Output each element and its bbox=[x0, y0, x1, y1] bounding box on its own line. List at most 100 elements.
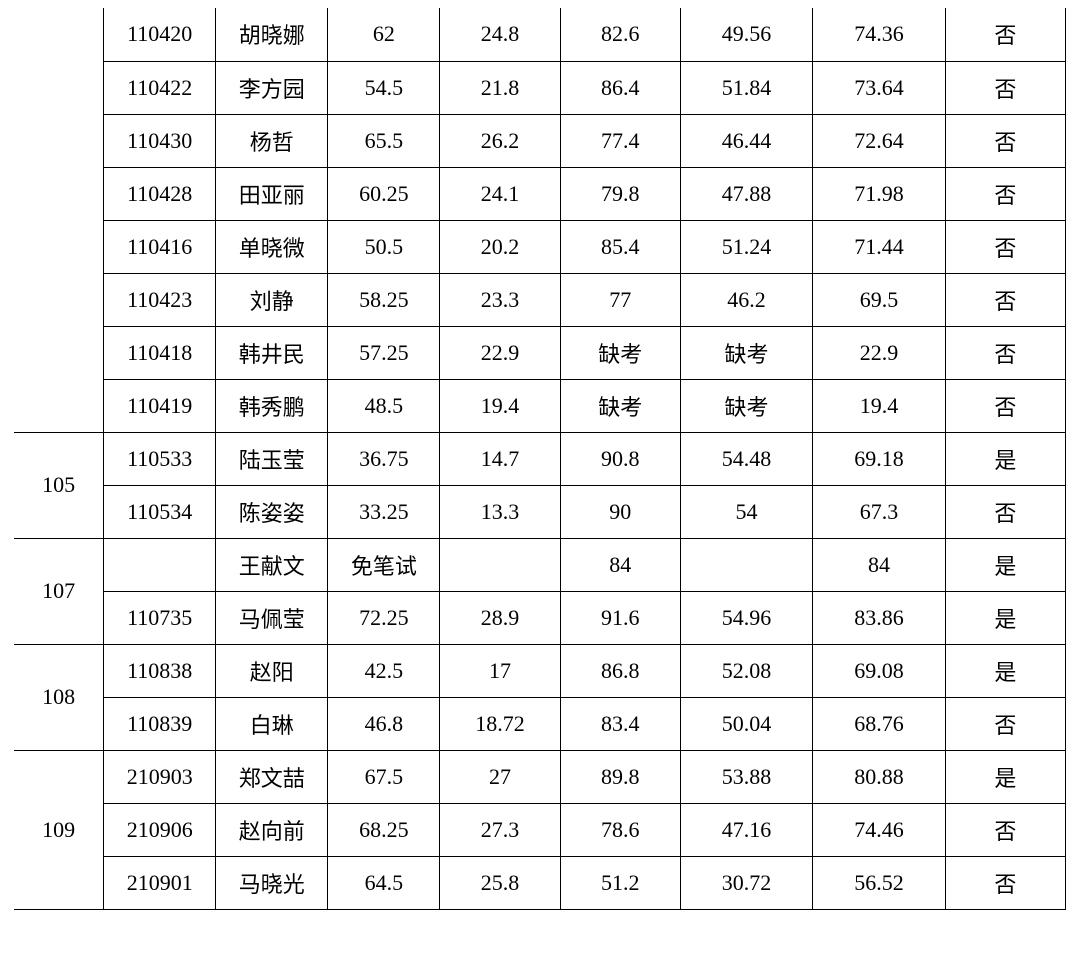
name-cell: 王献文 bbox=[216, 538, 328, 591]
col6-cell: 82.6 bbox=[560, 8, 680, 61]
col9-cell: 是 bbox=[945, 538, 1065, 591]
col4-cell: 68.25 bbox=[328, 803, 440, 856]
name-cell: 杨哲 bbox=[216, 114, 328, 167]
col6-cell: 86.4 bbox=[560, 61, 680, 114]
col9-cell: 是 bbox=[945, 591, 1065, 644]
name-cell: 马佩莹 bbox=[216, 591, 328, 644]
table-row: 109210903郑文喆67.52789.853.8880.88是 bbox=[14, 750, 1066, 803]
id-cell bbox=[104, 538, 216, 591]
table-row: 110418韩井民57.2522.9缺考缺考22.9否 bbox=[14, 326, 1066, 379]
col8-cell: 71.98 bbox=[813, 167, 945, 220]
col6-cell: 77.4 bbox=[560, 114, 680, 167]
col5-cell bbox=[440, 538, 560, 591]
name-cell: 单晓微 bbox=[216, 220, 328, 273]
col9-cell: 否 bbox=[945, 220, 1065, 273]
table-row: 210901马晓光64.525.851.230.7256.52否 bbox=[14, 856, 1066, 909]
col9-cell: 否 bbox=[945, 803, 1065, 856]
id-cell: 110419 bbox=[104, 379, 216, 432]
name-cell: 李方园 bbox=[216, 61, 328, 114]
col5-cell: 25.8 bbox=[440, 856, 560, 909]
col9-cell: 否 bbox=[945, 856, 1065, 909]
col4-cell: 48.5 bbox=[328, 379, 440, 432]
col7-cell: 53.88 bbox=[680, 750, 812, 803]
col6-cell: 79.8 bbox=[560, 167, 680, 220]
id-cell: 110422 bbox=[104, 61, 216, 114]
col6-cell: 86.8 bbox=[560, 644, 680, 697]
name-cell: 陈姿姿 bbox=[216, 485, 328, 538]
group-code-cell bbox=[14, 8, 104, 432]
col6-cell: 缺考 bbox=[560, 379, 680, 432]
id-cell: 110735 bbox=[104, 591, 216, 644]
id-cell: 210901 bbox=[104, 856, 216, 909]
col4-cell: 50.5 bbox=[328, 220, 440, 273]
id-cell: 110534 bbox=[104, 485, 216, 538]
col5-cell: 23.3 bbox=[440, 273, 560, 326]
col8-cell: 67.3 bbox=[813, 485, 945, 538]
col9-cell: 否 bbox=[945, 114, 1065, 167]
col7-cell: 49.56 bbox=[680, 8, 812, 61]
col6-cell: 89.8 bbox=[560, 750, 680, 803]
table-row: 210906赵向前68.2527.378.647.1674.46否 bbox=[14, 803, 1066, 856]
id-cell: 210903 bbox=[104, 750, 216, 803]
col4-cell: 67.5 bbox=[328, 750, 440, 803]
col5-cell: 26.2 bbox=[440, 114, 560, 167]
id-cell: 110416 bbox=[104, 220, 216, 273]
col8-cell: 71.44 bbox=[813, 220, 945, 273]
col9-cell: 否 bbox=[945, 61, 1065, 114]
col9-cell: 否 bbox=[945, 485, 1065, 538]
col8-cell: 73.64 bbox=[813, 61, 945, 114]
col4-cell: 62 bbox=[328, 8, 440, 61]
col5-cell: 13.3 bbox=[440, 485, 560, 538]
col6-cell: 91.6 bbox=[560, 591, 680, 644]
col4-cell: 46.8 bbox=[328, 697, 440, 750]
col7-cell: 54 bbox=[680, 485, 812, 538]
table-row: 110419韩秀鹏48.519.4缺考缺考19.4否 bbox=[14, 379, 1066, 432]
col5-cell: 14.7 bbox=[440, 432, 560, 485]
id-cell: 210906 bbox=[104, 803, 216, 856]
name-cell: 白琳 bbox=[216, 697, 328, 750]
table-row: 105110533陆玉莹36.7514.790.854.4869.18是 bbox=[14, 432, 1066, 485]
name-cell: 陆玉莹 bbox=[216, 432, 328, 485]
name-cell: 郑文喆 bbox=[216, 750, 328, 803]
col9-cell: 否 bbox=[945, 697, 1065, 750]
col8-cell: 69.5 bbox=[813, 273, 945, 326]
table-row: 110423刘静58.2523.37746.269.5否 bbox=[14, 273, 1066, 326]
col7-cell: 30.72 bbox=[680, 856, 812, 909]
results-table: 110420胡晓娜6224.882.649.5674.36否110422李方园 5… bbox=[14, 8, 1066, 910]
col7-cell: 46.44 bbox=[680, 114, 812, 167]
col6-cell: 缺考 bbox=[560, 326, 680, 379]
table-row: 110534陈姿姿33.2513.3905467.3否 bbox=[14, 485, 1066, 538]
table-row: 110430杨哲65.526.277.446.4472.64否 bbox=[14, 114, 1066, 167]
col9-cell: 否 bbox=[945, 8, 1065, 61]
col8-cell: 80.88 bbox=[813, 750, 945, 803]
table-row: 110416单晓微50.520.285.451.2471.44否 bbox=[14, 220, 1066, 273]
col7-cell: 51.24 bbox=[680, 220, 812, 273]
col9-cell: 否 bbox=[945, 273, 1065, 326]
id-cell: 110839 bbox=[104, 697, 216, 750]
col5-cell: 18.72 bbox=[440, 697, 560, 750]
table-row: 110428田亚丽60.2524.179.847.8871.98否 bbox=[14, 167, 1066, 220]
name-cell: 赵阳 bbox=[216, 644, 328, 697]
col7-cell: 缺考 bbox=[680, 326, 812, 379]
col8-cell: 19.4 bbox=[813, 379, 945, 432]
col4-cell: 36.75 bbox=[328, 432, 440, 485]
col4-cell: 60.25 bbox=[328, 167, 440, 220]
col8-cell: 69.18 bbox=[813, 432, 945, 485]
id-cell: 110428 bbox=[104, 167, 216, 220]
table-row: 110420胡晓娜6224.882.649.5674.36否 bbox=[14, 8, 1066, 61]
name-cell: 赵向前 bbox=[216, 803, 328, 856]
table-row: 110735马佩莹72.2528.991.654.9683.86是 bbox=[14, 591, 1066, 644]
id-cell: 110418 bbox=[104, 326, 216, 379]
col5-cell: 27.3 bbox=[440, 803, 560, 856]
col4-cell: 42.5 bbox=[328, 644, 440, 697]
col4-cell: 33.25 bbox=[328, 485, 440, 538]
col5-cell: 19.4 bbox=[440, 379, 560, 432]
col6-cell: 90.8 bbox=[560, 432, 680, 485]
group-code-cell: 108 bbox=[14, 644, 104, 750]
col9-cell: 否 bbox=[945, 379, 1065, 432]
col5-cell: 27 bbox=[440, 750, 560, 803]
col8-cell: 74.46 bbox=[813, 803, 945, 856]
id-cell: 110423 bbox=[104, 273, 216, 326]
col4-cell: 57.25 bbox=[328, 326, 440, 379]
col4-cell: 64.5 bbox=[328, 856, 440, 909]
